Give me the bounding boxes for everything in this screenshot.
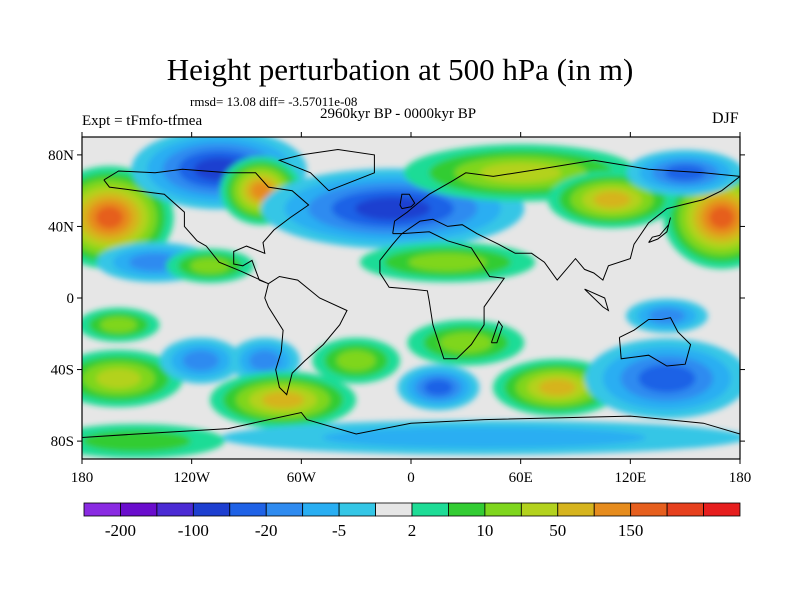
anomaly-blob <box>397 364 480 411</box>
statistics-label: rmsd= 13.08 diff= -3.57011e-08 <box>190 94 358 109</box>
season-label: DJF <box>712 110 739 127</box>
lon-tick-label: 120W <box>173 470 211 486</box>
colorbar-swatch <box>520 502 559 517</box>
coastline <box>618 317 692 367</box>
colorbar-swatch <box>411 502 449 517</box>
anomaly-field <box>82 137 740 459</box>
coastline <box>277 148 375 192</box>
colorbar-swatch <box>192 502 231 517</box>
anomaly-blob <box>312 337 401 384</box>
colorbar-swatch <box>302 502 340 517</box>
coastline <box>82 411 740 438</box>
coastline <box>648 217 671 243</box>
coastline <box>584 288 610 312</box>
coastline <box>103 168 310 285</box>
colorbar-swatch <box>630 502 668 517</box>
anomaly-blob <box>82 349 183 408</box>
colorbar-swatch <box>83 502 121 517</box>
colorbar-label: 150 <box>618 521 644 540</box>
colorbar-swatch <box>120 502 158 517</box>
coastline <box>399 193 416 210</box>
lat-tick-label: 40S <box>51 363 74 379</box>
colorbar-swatch <box>448 502 486 517</box>
coastlines <box>82 148 740 438</box>
map-title: Height perturbation at 500 hPa (in m) <box>166 52 634 87</box>
lat-tick-label: 80N <box>48 148 74 164</box>
anomaly-blob <box>407 319 525 366</box>
anomaly-blob <box>220 420 740 455</box>
lat-tick-label: 0 <box>67 291 75 307</box>
colorbar-swatch <box>156 502 194 517</box>
anomaly-blob <box>159 337 242 384</box>
period-label: 2960kyr BP - 0000kyr BP <box>320 106 477 122</box>
lon-tick-label: 180 <box>71 470 94 486</box>
anomaly-blob <box>585 338 740 419</box>
anomaly-blob <box>82 307 160 343</box>
coastline <box>264 275 348 396</box>
lon-tick-label: 180 <box>729 470 752 486</box>
colorbar: -200 -100 -20 -5 2 10 50 150 <box>83 502 741 540</box>
lat-tick-label: 80S <box>51 434 74 450</box>
anomaly-blob <box>625 298 708 334</box>
colorbar-label: 2 <box>408 521 417 540</box>
lon-tick-label: 60E <box>509 470 533 486</box>
colorbar-swatch <box>703 502 741 517</box>
anomaly-blob <box>82 423 225 459</box>
axis-ticks: 180 120W 60W 0 60E 120E 180 80N 40N 0 40S 80S <box>48 132 751 486</box>
anomaly-blob <box>359 242 536 283</box>
coastline <box>379 231 506 360</box>
colorbar-swatch <box>484 502 522 517</box>
colorbar-swatch <box>265 502 304 517</box>
colorbar-swatch <box>375 502 413 517</box>
colorbar-label: 10 <box>476 521 493 540</box>
colorbar-swatch <box>666 502 704 517</box>
colorbar-label: -200 <box>105 521 136 540</box>
colorbar-swatch <box>338 502 376 517</box>
anomaly-blob <box>209 371 357 429</box>
colorbar-swatch <box>229 502 267 517</box>
lat-tick-label: 40N <box>48 219 74 235</box>
lon-tick-label: 60W <box>287 470 317 486</box>
colorbar-label: -5 <box>332 521 346 540</box>
lon-tick-label: 0 <box>407 470 415 486</box>
anomaly-blob <box>229 337 300 384</box>
anomaly-blob <box>166 248 254 283</box>
anomaly-blob <box>626 149 740 196</box>
colorbar-swatch <box>557 502 595 517</box>
coastline <box>392 159 740 281</box>
colorbar-label: 50 <box>549 521 566 540</box>
experiment-label: Expt = tFmfo-tfmea <box>82 113 203 129</box>
lon-tick-label: 120E <box>614 470 646 486</box>
colorbar-label: -100 <box>178 521 209 540</box>
colorbar-swatch <box>593 502 632 517</box>
coastline <box>490 320 503 344</box>
colorbar-label: -20 <box>255 521 278 540</box>
